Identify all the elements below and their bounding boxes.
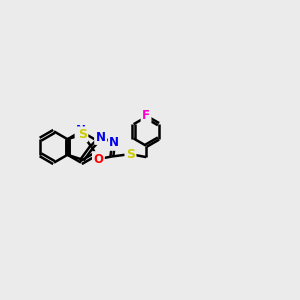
Text: S: S [78, 128, 87, 141]
Text: O: O [93, 153, 103, 166]
Text: N: N [109, 136, 119, 149]
Text: F: F [142, 109, 150, 122]
Text: S: S [126, 148, 135, 160]
Text: N: N [76, 124, 86, 137]
Text: N: N [96, 130, 106, 143]
